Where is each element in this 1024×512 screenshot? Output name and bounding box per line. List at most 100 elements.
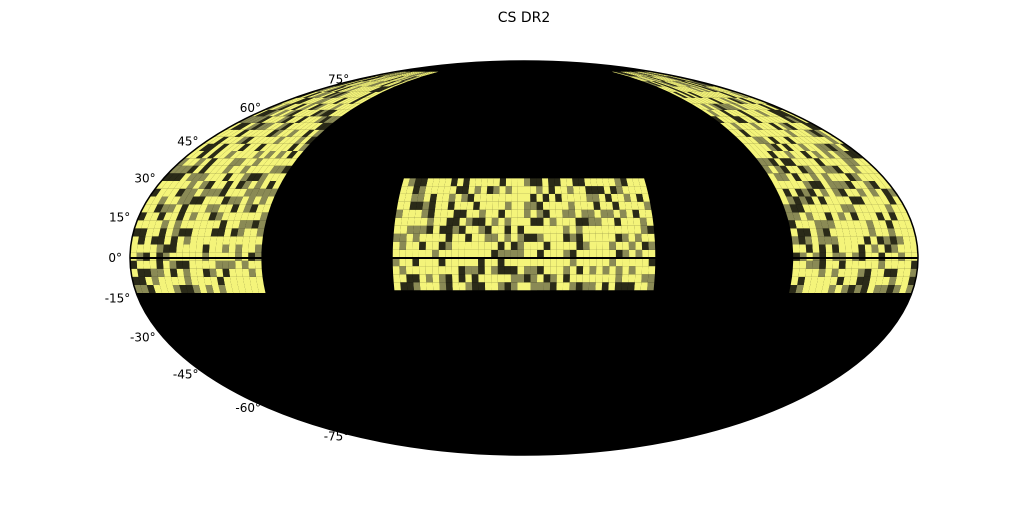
- coverage-pixel: [699, 103, 715, 110]
- coverage-pixel: [745, 97, 765, 104]
- coverage-pixel: [353, 76, 377, 82]
- coverage-pixel: [530, 225, 537, 234]
- coverage-pixel: [349, 81, 371, 87]
- coverage-pixel: [881, 212, 892, 221]
- coverage-pixel: [208, 244, 217, 253]
- coverage-pixel: [182, 252, 190, 261]
- coverage-pixel: [845, 252, 853, 261]
- coverage-pixel: [904, 244, 912, 253]
- coverage-pixel: [875, 276, 884, 285]
- coverage-pixel: [838, 244, 846, 253]
- coverage-pixel: [394, 217, 402, 226]
- coverage-pixel: [829, 136, 845, 144]
- coverage-pixel: [438, 258, 446, 267]
- coverage-pixel: [435, 193, 444, 202]
- coverage-pixel: [465, 282, 473, 291]
- coverage-pixel: [846, 220, 856, 229]
- coverage-pixel: [826, 181, 838, 189]
- coverage-pixel: [230, 228, 239, 237]
- coverage-pixel: [263, 151, 276, 159]
- coverage-pixel: [479, 209, 486, 218]
- coverage-pixel: [364, 76, 388, 82]
- coverage-pixel: [643, 201, 652, 210]
- coverage-pixel: [156, 212, 167, 221]
- coverage-pixel: [405, 249, 413, 258]
- coverage-pixel: [628, 241, 636, 250]
- coverage-pixel: [788, 151, 802, 159]
- coverage-pixel: [201, 212, 211, 221]
- coverage-pixel: [333, 86, 354, 92]
- coverage-pixel: [202, 244, 210, 253]
- coverage-pixel: [274, 122, 290, 130]
- coverage-pixel: [900, 228, 910, 237]
- coverage-pixel: [784, 158, 797, 166]
- coverage-pixel: [230, 122, 247, 130]
- coverage-pixel: [479, 193, 487, 202]
- coverage-pixel: [596, 241, 603, 250]
- coverage-pixel: [669, 86, 687, 92]
- coverage-pixel: [524, 233, 531, 242]
- coverage-pixel: [368, 86, 386, 92]
- coverage-pixel: [327, 109, 343, 117]
- coverage-pixel: [873, 173, 887, 181]
- coverage-pixel: [772, 136, 787, 144]
- coverage-pixel: [738, 129, 752, 137]
- coverage-pixel: [537, 274, 544, 283]
- coverage-pixel: [393, 76, 413, 82]
- coverage-pixel: [328, 116, 342, 123]
- coverage-pixel: [561, 201, 569, 210]
- coverage-pixel: [783, 151, 796, 159]
- coverage-pixel: [171, 228, 180, 237]
- coverage-pixel: [629, 249, 636, 258]
- coverage-pixel: [646, 217, 654, 226]
- coverage-pixel: [775, 109, 794, 117]
- coverage-pixel: [530, 201, 537, 210]
- coverage-pixel: [255, 129, 270, 137]
- coverage-pixel: [556, 274, 564, 283]
- coverage-pixel: [524, 241, 531, 250]
- coverage-pixel: [808, 204, 818, 213]
- coverage-pixel: [221, 173, 234, 181]
- coverage-pixel: [596, 178, 604, 187]
- coverage-pixel: [707, 103, 724, 110]
- coverage-pixel: [491, 209, 499, 218]
- coverage-pixel: [233, 173, 246, 181]
- coverage-pixel: [304, 116, 319, 123]
- coverage-pixel: [146, 285, 156, 293]
- coverage-pixel: [235, 236, 244, 245]
- coverage-pixel: [150, 236, 159, 245]
- coverage-pixel: [418, 249, 426, 258]
- coverage-pixel: [209, 173, 222, 181]
- coverage-pixel: [211, 285, 221, 293]
- coverage-pixel: [252, 196, 262, 205]
- coverage-pixel: [782, 136, 797, 144]
- coverage-pixel: [438, 241, 446, 250]
- coverage-pixel: [640, 282, 648, 291]
- coverage-pixel: [820, 173, 833, 181]
- coverage-pixel: [858, 260, 866, 269]
- coverage-pixel: [255, 188, 266, 197]
- latitude-tick-label: -60°: [235, 401, 261, 415]
- coverage-pixel: [686, 91, 704, 98]
- coverage-pixel: [634, 186, 642, 194]
- coverage-pixel: [453, 209, 461, 218]
- coverage-pixel: [550, 274, 557, 283]
- coverage-pixel: [268, 103, 288, 110]
- coverage-pixel: [622, 249, 630, 258]
- coverage-pixel: [365, 86, 383, 92]
- coverage-pixel: [459, 209, 467, 218]
- coverage-pixel: [215, 143, 230, 151]
- coverage-pixel: [832, 252, 840, 261]
- coverage-pixel: [764, 143, 778, 151]
- coverage-pixel: [609, 266, 616, 275]
- coverage-pixel: [811, 268, 820, 277]
- coverage-pixel: [628, 233, 636, 242]
- coverage-pixel: [414, 209, 423, 218]
- coverage-pixel: [404, 71, 426, 77]
- coverage-pixel: [249, 129, 265, 137]
- coverage-pixel: [850, 268, 859, 277]
- coverage-pixel: [800, 188, 811, 197]
- coverage-pixel: [189, 244, 197, 253]
- coverage-pixel: [536, 178, 543, 187]
- coverage-pixel: [543, 241, 551, 250]
